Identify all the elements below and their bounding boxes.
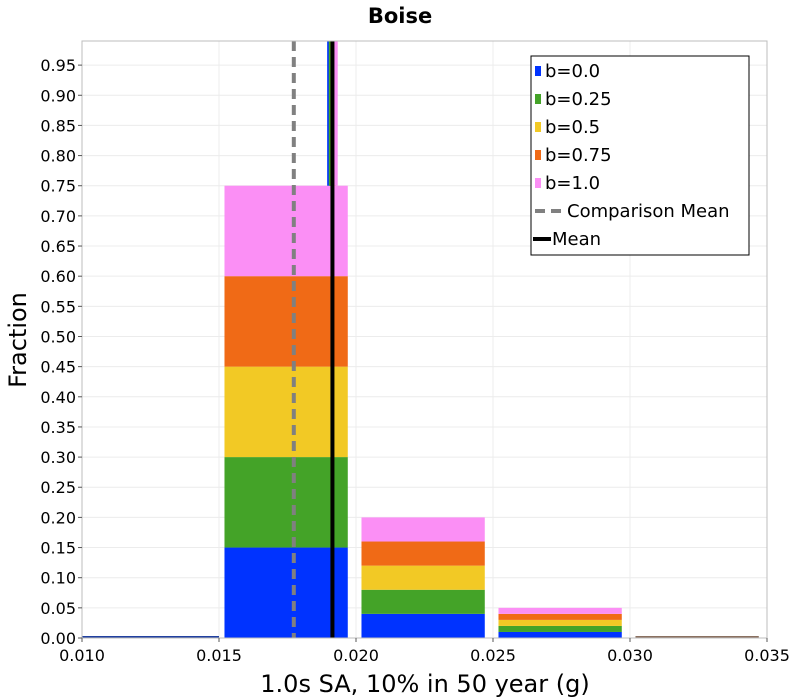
- legend-swatch: [535, 66, 541, 76]
- bar-segment-b05: [361, 565, 485, 590]
- mean-lines: [291, 41, 338, 638]
- legend-swatch: [535, 94, 541, 104]
- y-tick-label: 0.90: [40, 86, 76, 105]
- y-tick-label: 0.75: [40, 177, 76, 196]
- bar-segment-b00: [498, 631, 622, 638]
- x-tick-label: 0.010: [59, 646, 105, 665]
- bar-segment-b00: [361, 613, 485, 638]
- chart-title: Boise: [368, 4, 432, 28]
- bar-segment-b025: [498, 625, 622, 632]
- y-tick-label: 0.95: [40, 56, 76, 75]
- y-tick-label: 0.40: [40, 388, 76, 407]
- legend-label: b=0.25: [545, 89, 612, 110]
- bars: [82, 185, 759, 638]
- legend-label: Mean: [552, 229, 601, 250]
- legend-label: b=0.0: [545, 61, 600, 82]
- x-axis-ticks: 0.010 0.015 0.020 0.025 0.030 0.035: [59, 638, 790, 665]
- bar-segment-b075: [498, 613, 622, 620]
- bar-segment-b075: [361, 541, 485, 566]
- legend-label: b=0.75: [545, 145, 612, 166]
- legend-swatch: [535, 122, 541, 132]
- y-tick-label: 0.80: [40, 147, 76, 166]
- bar-segment-b05: [498, 619, 622, 626]
- legend-swatch: [535, 178, 541, 188]
- y-tick-label: 0.55: [40, 297, 76, 316]
- bar-baseline: [635, 636, 759, 638]
- y-tick-label: 0.35: [40, 418, 76, 437]
- legend-box: [530, 55, 750, 256]
- plot-frame: [81, 40, 768, 639]
- y-tick-label: 0.70: [40, 207, 76, 226]
- x-tick-label: 0.030: [607, 646, 653, 665]
- y-tick-label: 0.65: [40, 237, 76, 256]
- bar-baseline: [82, 636, 219, 638]
- legend-swatch: [535, 150, 541, 160]
- x-tick-label: 0.020: [333, 646, 379, 665]
- x-tick-label: 0.015: [196, 646, 242, 665]
- bar-segment-b05: [224, 366, 348, 458]
- y-tick-label: 0.15: [40, 539, 76, 558]
- y-tick-label: 0.50: [40, 327, 76, 346]
- y-tick-label: 0.85: [40, 116, 76, 135]
- bar-segment-b10: [498, 607, 622, 614]
- x-tick-label: 0.035: [744, 646, 790, 665]
- x-tick-label: 0.025: [470, 646, 516, 665]
- y-tick-label: 0.05: [40, 599, 76, 618]
- y-axis-label: Fraction: [4, 292, 32, 388]
- y-tick-label: 0.10: [40, 569, 76, 588]
- y-tick-label: 0.25: [40, 478, 76, 497]
- x-axis-label: 1.0s SA, 10% in 50 year (g): [260, 670, 589, 698]
- legend-label: b=0.5: [545, 117, 600, 138]
- legend-label: Comparison Mean: [567, 201, 730, 222]
- bar-segment-b10: [361, 517, 485, 542]
- legend: b=0.0 b=0.25 b=0.5 b=0.75 b=1.0 Comparison Me…: [530, 55, 750, 256]
- bar-segment-b10: [224, 185, 348, 277]
- bar-segment-b025: [224, 457, 348, 548]
- y-tick-label: 0.20: [40, 508, 76, 527]
- y-tick-label: 0.60: [40, 267, 76, 286]
- y-tick-label: 0.00: [40, 629, 76, 648]
- bar-segment-b075: [224, 276, 348, 367]
- y-tick-label: 0.45: [40, 358, 76, 377]
- y-axis-ticks: 0.00 0.05 0.10 0.15 0.20 0.25 0.30 0.35 0.40 0.45…: [40, 56, 82, 648]
- y-tick-label: 0.30: [40, 448, 76, 467]
- bar-segment-b025: [361, 589, 485, 614]
- bar-segment-b00: [224, 547, 348, 638]
- legend-label: b=1.0: [545, 173, 600, 194]
